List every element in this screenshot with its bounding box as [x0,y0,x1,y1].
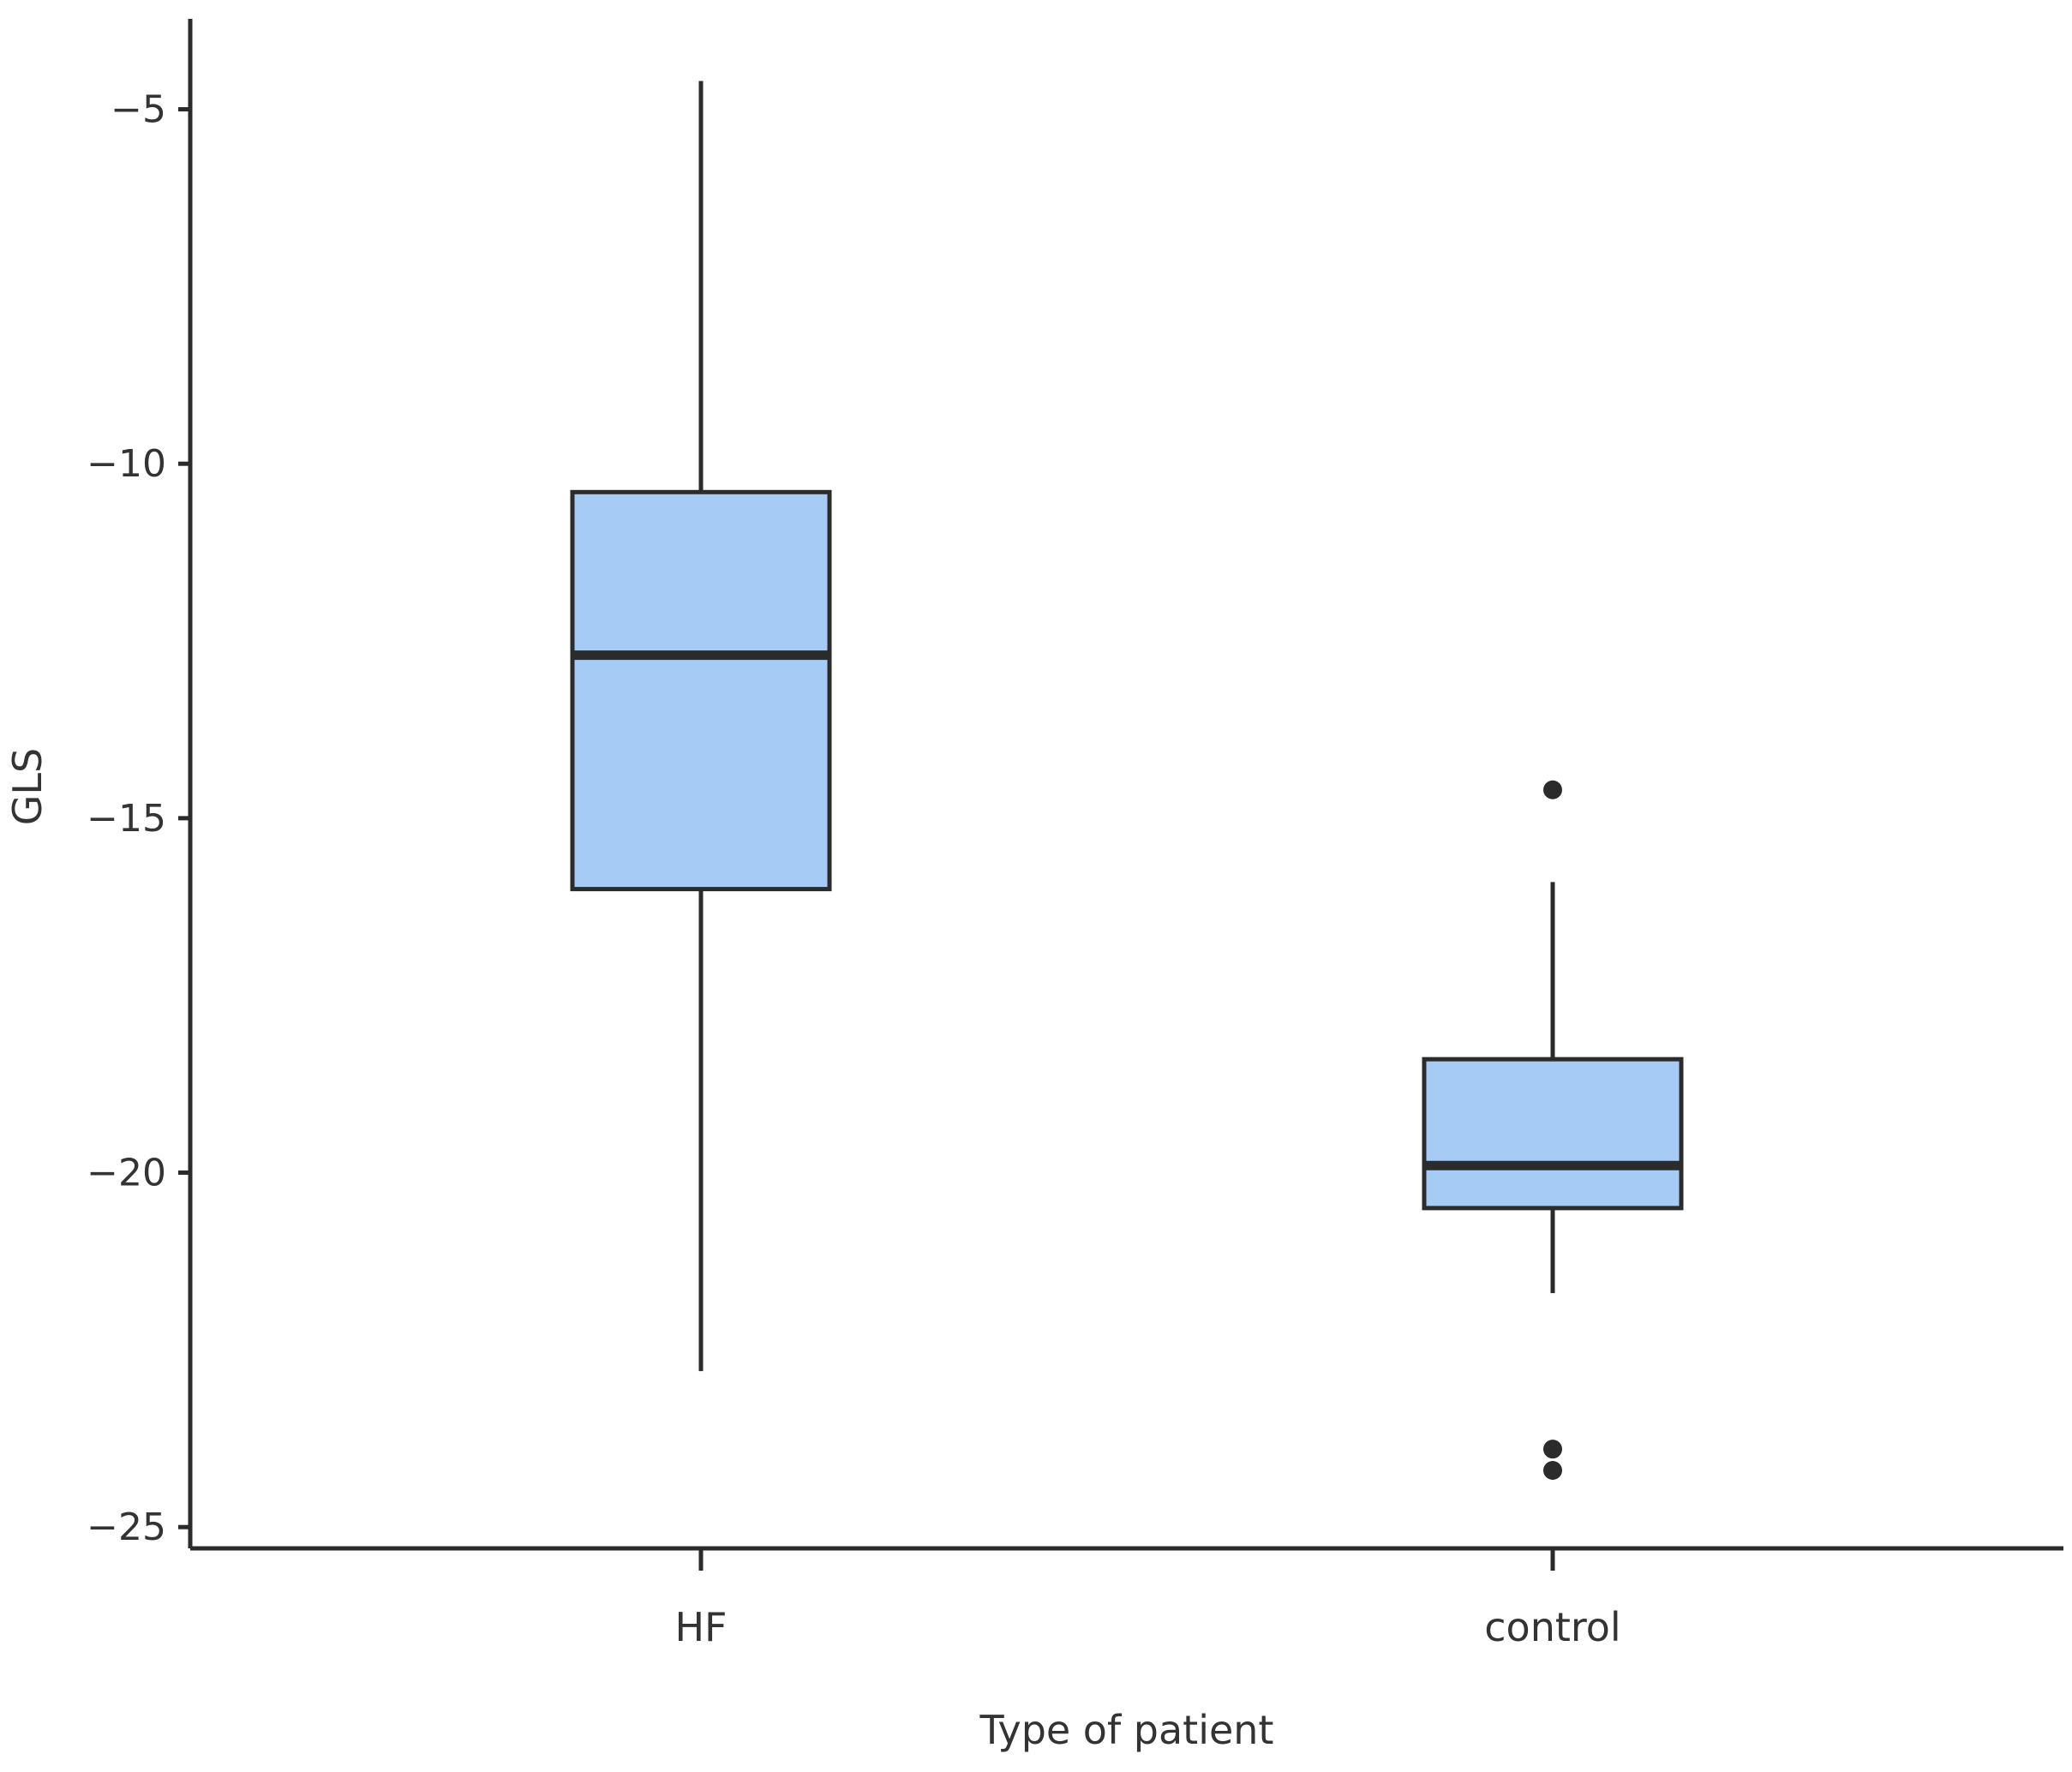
x-axis-title: Type of patient [979,1707,1274,1753]
y-tick-label: −25 [87,1506,166,1549]
box-hf [570,81,832,1372]
y-tick-label: −20 [87,1152,166,1195]
outlier-point [1543,1440,1562,1459]
x-tick-label: control [1484,1604,1620,1650]
iqr-box [570,489,832,892]
y-tick-label: −10 [87,442,166,486]
outlier-point [1543,1460,1562,1480]
y-axis-title: GLS [4,748,51,825]
plot-layer [570,81,1684,1480]
tick-layer: −5 −10 −15 −20 −25 HF control [87,88,1621,1650]
y-tick-label: −15 [87,797,166,841]
box-control [1422,780,1684,1480]
y-tick-label: −5 [111,88,166,132]
outlier-point [1543,780,1562,799]
x-tick-label: HF [674,1604,727,1650]
iqr-box [1422,1057,1684,1211]
axis-layer [188,19,2063,1551]
